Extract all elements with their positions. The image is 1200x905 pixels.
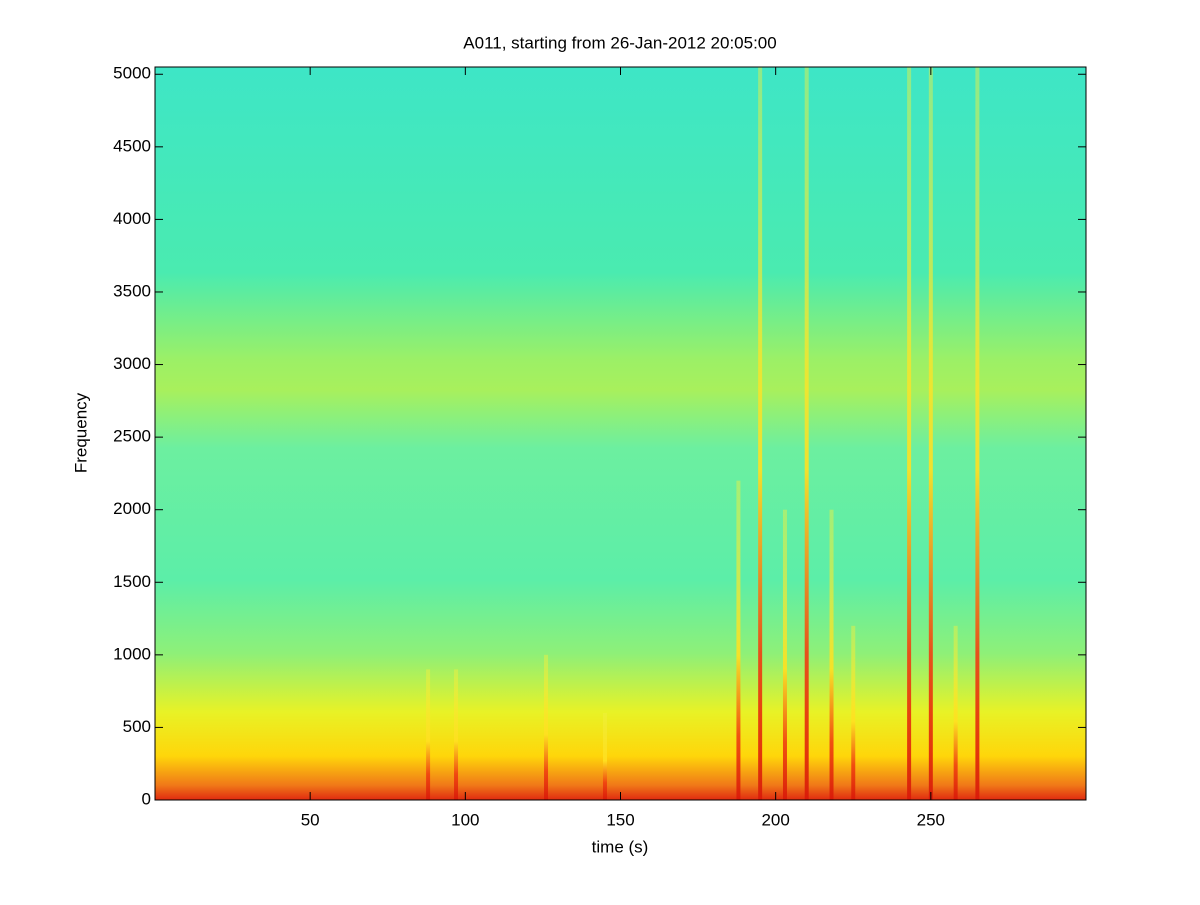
spectrogram-image xyxy=(155,67,1086,800)
burst xyxy=(975,67,980,800)
burst xyxy=(454,669,459,800)
chart-title: A011, starting from 26-Jan-2012 20:05:00 xyxy=(463,33,776,52)
burst xyxy=(426,669,431,800)
burst xyxy=(602,712,607,800)
burst xyxy=(804,67,809,800)
x-axis-label: time (s) xyxy=(592,837,649,856)
burst xyxy=(851,625,856,800)
burst xyxy=(829,509,834,800)
x-tick-label: 100 xyxy=(451,810,479,829)
burst xyxy=(928,67,933,800)
y-tick-label: 1500 xyxy=(113,572,151,591)
y-tick-label: 2500 xyxy=(113,427,151,446)
burst xyxy=(907,67,912,800)
burst xyxy=(736,480,741,800)
x-tick-label: 250 xyxy=(917,810,945,829)
y-tick-label: 4000 xyxy=(113,209,151,228)
y-tick-label: 4500 xyxy=(113,136,151,155)
y-tick-label: 1000 xyxy=(113,644,151,663)
y-tick-label: 3000 xyxy=(113,354,151,373)
y-axis-label: Frequency xyxy=(71,392,90,473)
x-tick-label: 150 xyxy=(606,810,634,829)
burst xyxy=(782,509,787,800)
y-tick-label: 5000 xyxy=(113,64,151,83)
y-tick-label: 0 xyxy=(142,789,151,808)
burst xyxy=(953,625,958,800)
y-tick-label: 3500 xyxy=(113,281,151,300)
y-tick-label: 2000 xyxy=(113,499,151,518)
x-tick-label: 50 xyxy=(301,810,320,829)
y-tick-label: 500 xyxy=(123,717,151,736)
x-tick-label: 200 xyxy=(761,810,789,829)
burst xyxy=(758,67,763,800)
burst xyxy=(544,654,549,800)
